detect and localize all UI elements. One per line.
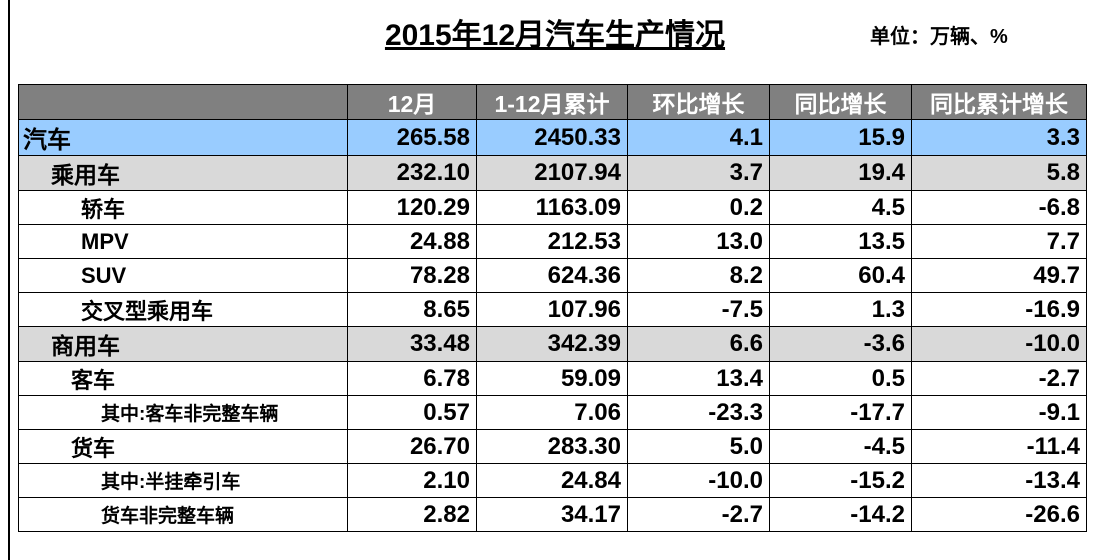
value-cell: 33.48: [347, 326, 477, 362]
value-cell: 26.70: [347, 429, 477, 464]
header-cell: 1-12月累计: [476, 84, 628, 120]
value-cell: -11.4: [911, 429, 1087, 464]
value-cell: -9.1: [911, 395, 1087, 430]
left-edge: [8, 0, 10, 560]
table-row: 货车非完整车辆 2.82 34.17 -2.7 -14.2 -26.6: [18, 497, 1087, 532]
row-label: 其中:客车非完整车辆: [18, 395, 348, 430]
header-cell: 同比增长: [769, 84, 912, 120]
table-row: 货车 26.70 283.30 5.0 -4.5 -11.4: [18, 429, 1087, 464]
production-table: 12月 1-12月累计 环比增长 同比增长 同比累计增长 汽车 265.58 2450.33…: [18, 84, 1087, 532]
value-cell: 60.4: [769, 258, 912, 293]
value-cell: -15.2: [769, 463, 912, 498]
row-label: 交叉型乘用车: [18, 292, 348, 327]
table-row: SUV 78.28 624.36 8.2 60.4 49.7: [18, 258, 1087, 293]
value-cell: 1163.09: [476, 190, 628, 225]
value-cell: 2450.33: [476, 119, 628, 156]
value-cell: 283.30: [476, 429, 628, 464]
value-cell: 59.09: [476, 361, 628, 396]
header-cell: 同比累计增长: [911, 84, 1087, 120]
value-cell: 232.10: [347, 155, 477, 191]
value-cell: 107.96: [476, 292, 628, 327]
value-cell: 3.7: [627, 155, 770, 191]
table-row: MPV 24.88 212.53 13.0 13.5 7.7: [18, 224, 1087, 259]
value-cell: 49.7: [911, 258, 1087, 293]
title: 2015年12月汽车生产情况: [384, 19, 726, 52]
table-row: 商用车 33.48 342.39 6.6 -3.6 -10.0: [18, 326, 1087, 362]
table-row: 轿车 120.29 1163.09 0.2 4.5 -6.8: [18, 190, 1087, 225]
value-cell: 6.6: [627, 326, 770, 362]
table-row: 其中:客车非完整车辆 0.57 7.06 -23.3 -17.7 -9.1: [18, 395, 1087, 430]
value-cell: 24.84: [476, 463, 628, 498]
value-cell: 265.58: [347, 119, 477, 156]
value-cell: 15.9: [769, 119, 912, 156]
row-label: MPV: [18, 224, 348, 259]
value-cell: 5.8: [911, 155, 1087, 191]
value-cell: 1.3: [769, 292, 912, 327]
table-row: 其中:半挂牵引车 2.10 24.84 -10.0 -15.2 -13.4: [18, 463, 1087, 498]
value-cell: 120.29: [347, 190, 477, 225]
table-row: 客车 6.78 59.09 13.4 0.5 -2.7: [18, 361, 1087, 396]
header-cell: 12月: [347, 84, 477, 120]
value-cell: 8.65: [347, 292, 477, 327]
value-cell: 0.2: [627, 190, 770, 225]
row-label: 汽车: [18, 119, 348, 156]
value-cell: -16.9: [911, 292, 1087, 327]
value-cell: 19.4: [769, 155, 912, 191]
row-label: 乘用车: [18, 155, 348, 191]
value-cell: 7.06: [476, 395, 628, 430]
unit-label: 单位：万辆、%: [870, 26, 1008, 48]
value-cell: 2.10: [347, 463, 477, 498]
value-cell: 342.39: [476, 326, 628, 362]
value-cell: 8.2: [627, 258, 770, 293]
row-label: 货车: [18, 429, 348, 464]
value-cell: 78.28: [347, 258, 477, 293]
value-cell: 0.5: [769, 361, 912, 396]
value-cell: 4.5: [769, 190, 912, 225]
row-label: 客车: [18, 361, 348, 396]
value-cell: 6.78: [347, 361, 477, 396]
value-cell: 212.53: [476, 224, 628, 259]
table-row: 汽车 265.58 2450.33 4.1 15.9 3.3: [18, 119, 1087, 156]
row-label: SUV: [18, 258, 348, 293]
value-cell: -14.2: [769, 497, 912, 532]
value-cell: -4.5: [769, 429, 912, 464]
value-cell: -2.7: [627, 497, 770, 532]
value-cell: -7.5: [627, 292, 770, 327]
table-row: 乘用车 232.10 2107.94 3.7 19.4 5.8: [18, 155, 1087, 191]
row-label: 商用车: [18, 326, 348, 362]
row-label: 其中:半挂牵引车: [18, 463, 348, 498]
header-cell: 环比增长: [627, 84, 770, 120]
header-cell: [18, 84, 348, 120]
value-cell: -2.7: [911, 361, 1087, 396]
value-cell: 5.0: [627, 429, 770, 464]
value-cell: -10.0: [911, 326, 1087, 362]
header-row: 12月 1-12月累计 环比增长 同比增长 同比累计增长: [18, 84, 1087, 120]
value-cell: 4.1: [627, 119, 770, 156]
value-cell: -10.0: [627, 463, 770, 498]
value-cell: 2107.94: [476, 155, 628, 191]
value-cell: -26.6: [911, 497, 1087, 532]
value-cell: -13.4: [911, 463, 1087, 498]
value-cell: -17.7: [769, 395, 912, 430]
value-cell: 3.3: [911, 119, 1087, 156]
value-cell: 24.88: [347, 224, 477, 259]
value-cell: 13.4: [627, 361, 770, 396]
value-cell: 0.57: [347, 395, 477, 430]
value-cell: -3.6: [769, 326, 912, 362]
value-cell: -6.8: [911, 190, 1087, 225]
value-cell: 13.5: [769, 224, 912, 259]
value-cell: 7.7: [911, 224, 1087, 259]
value-cell: 624.36: [476, 258, 628, 293]
value-cell: 34.17: [476, 497, 628, 532]
row-label: 轿车: [18, 190, 348, 225]
table-row: 交叉型乘用车 8.65 107.96 -7.5 1.3 -16.9: [18, 292, 1087, 327]
value-cell: 13.0: [627, 224, 770, 259]
value-cell: 2.82: [347, 497, 477, 532]
value-cell: -23.3: [627, 395, 770, 430]
row-label: 货车非完整车辆: [18, 497, 348, 532]
